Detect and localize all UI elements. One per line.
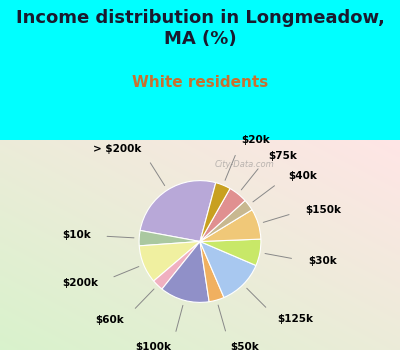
Text: $75k: $75k (268, 151, 297, 161)
Text: $10k: $10k (62, 230, 90, 240)
Wedge shape (200, 183, 230, 242)
Wedge shape (200, 189, 245, 241)
Text: $125k: $125k (278, 314, 314, 324)
Wedge shape (154, 241, 200, 289)
Text: $40k: $40k (288, 171, 317, 181)
Wedge shape (200, 241, 256, 298)
Wedge shape (139, 230, 200, 246)
Text: Income distribution in Longmeadow,
MA (%): Income distribution in Longmeadow, MA (%… (16, 9, 384, 48)
Wedge shape (200, 210, 261, 242)
Text: $150k: $150k (305, 205, 341, 215)
Wedge shape (139, 241, 200, 281)
Text: $30k: $30k (308, 257, 336, 266)
Text: $200k: $200k (62, 278, 98, 288)
Wedge shape (200, 239, 261, 265)
Text: $60k: $60k (95, 315, 124, 325)
Text: White residents: White residents (132, 75, 268, 90)
Text: > $200k: > $200k (93, 144, 142, 154)
Wedge shape (200, 201, 252, 241)
Wedge shape (162, 241, 209, 302)
Text: $50k: $50k (230, 342, 259, 350)
Wedge shape (140, 181, 216, 241)
Text: $20k: $20k (242, 135, 270, 145)
Wedge shape (200, 241, 224, 302)
Text: $100k: $100k (136, 342, 172, 350)
Text: City-Data.com: City-Data.com (215, 160, 274, 169)
